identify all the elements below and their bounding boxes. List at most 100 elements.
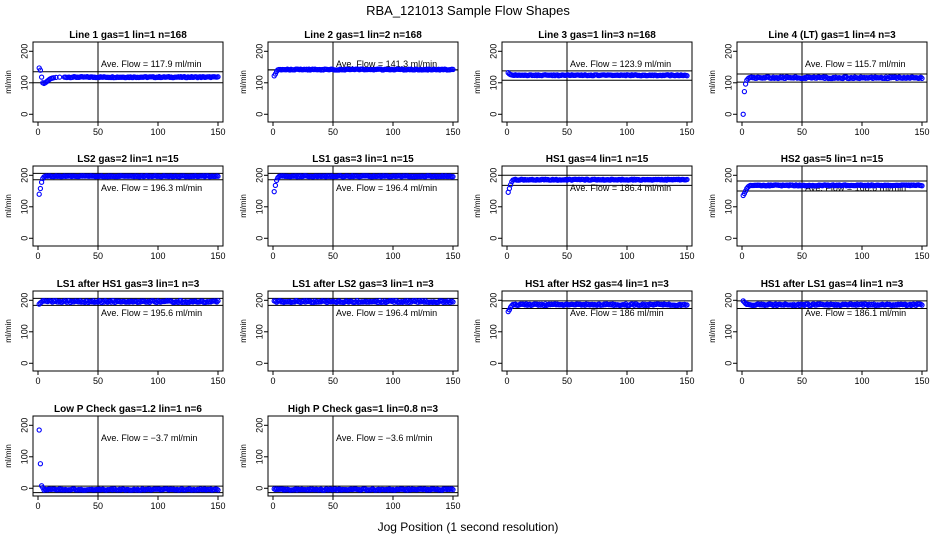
ave-flow-label: Ave. Flow = 123.9 ml/min	[570, 59, 671, 69]
x-tick-label: 100	[854, 376, 869, 386]
panel: HS1 after HS2 gas=4 lin=1 n=3 0 50 100 150 0 1…	[473, 279, 695, 386]
data-point	[214, 299, 220, 305]
data-point	[892, 74, 899, 80]
plot-frame	[32, 290, 224, 372]
data-point	[272, 71, 279, 77]
y-tick-label: 100	[19, 75, 29, 90]
y-axis-label: ml/min	[473, 319, 482, 343]
plot-frame	[267, 41, 459, 123]
x-tick-label: 100	[619, 376, 634, 386]
x-tick-label: 100	[854, 251, 869, 261]
y-tick-label: 0	[19, 112, 29, 117]
x-tick-label: 100	[150, 376, 165, 386]
panel: Low P Check gas=1.2 lin=1 n=6 0 50 100 150 0 1…	[4, 404, 226, 511]
data-point	[507, 182, 514, 188]
ave-flow-label: Ave. Flow = 115.7 ml/min	[805, 59, 905, 69]
x-tick-label: 50	[797, 251, 807, 261]
panel-title: Line 1 gas=1 lin=1 n=168	[69, 30, 187, 41]
x-tick-label: 0	[35, 251, 40, 261]
y-tick-label: 0	[723, 236, 733, 241]
data-point	[380, 299, 387, 305]
panel-title: Line 2 gas=1 lin=2 n=168	[304, 30, 422, 41]
x-tick-label: 150	[445, 127, 460, 137]
y-tick-label: 100	[19, 199, 29, 214]
y-tick-label: 0	[723, 361, 733, 366]
panel: Line 4 (LT) gas=1 lin=4 n=3 0 50 100 150 0 100…	[708, 30, 930, 137]
x-tick-label: 150	[210, 251, 225, 261]
data-point	[450, 66, 456, 73]
panel: HS1 after LS1 gas=4 lin=1 n=3 0 50 100 150 0 1…	[708, 279, 930, 386]
plot-frame	[736, 290, 928, 372]
data-point	[822, 75, 828, 81]
y-tick-label: 200	[488, 293, 498, 308]
x-tick-label: 150	[914, 251, 929, 261]
data-point	[416, 298, 423, 304]
ave-flow-label: Ave. Flow = −3.6 ml/min	[336, 433, 432, 443]
data-point	[790, 301, 797, 308]
data-point	[215, 487, 221, 493]
x-tick-label: 150	[445, 251, 460, 261]
plot-frame	[32, 41, 224, 123]
x-tick-label: 0	[739, 376, 744, 386]
data-point	[882, 75, 888, 82]
panel: Line 3 gas=1 lin=3 n=168 0 50 100 150 0 100 200…	[473, 30, 695, 137]
y-axis-label: ml/min	[4, 194, 13, 218]
data-point	[417, 299, 424, 305]
x-tick-label: 50	[93, 376, 103, 386]
y-tick-label: 200	[488, 44, 498, 59]
y-tick-label: 100	[723, 75, 733, 90]
data-point	[741, 190, 748, 197]
data-point	[684, 73, 690, 79]
data-point	[138, 487, 144, 493]
ave-flow-label: Ave. Flow = 196.4 ml/min	[336, 308, 437, 318]
y-tick-label: 200	[254, 168, 264, 183]
data-point	[684, 302, 690, 308]
data-point	[36, 191, 42, 197]
x-tick-label: 50	[93, 127, 103, 137]
x-tick-label: 150	[914, 376, 929, 386]
ave-flow-label: Ave. Flow = 196.4 ml/min	[336, 183, 437, 193]
y-tick-label: 200	[723, 44, 733, 59]
data-point	[506, 307, 513, 313]
data-point	[450, 173, 456, 180]
data-point	[795, 301, 802, 307]
y-tick-label: 200	[723, 168, 733, 183]
x-tick-label: 0	[35, 376, 40, 386]
ave-flow-label: Ave. Flow = 186.4 ml/min	[570, 183, 671, 193]
x-tick-label: 0	[504, 376, 509, 386]
panel-title: LS1 after HS1 gas=3 lin=1 n=3	[57, 279, 200, 290]
y-axis-label: ml/min	[708, 319, 717, 343]
ave-flow-label: Ave. Flow = 117.9 ml/min	[101, 59, 201, 69]
x-tick-label: 150	[679, 127, 694, 137]
panel-title: HS1 after HS2 gas=4 lin=1 n=3	[525, 279, 669, 290]
data-point	[272, 182, 279, 189]
y-tick-label: 200	[254, 293, 264, 308]
y-axis-label: ml/min	[239, 70, 248, 94]
ave-flow-label: Ave. Flow = 141.3 ml/min	[336, 59, 437, 69]
data-point	[145, 298, 152, 304]
y-tick-label: 100	[488, 324, 498, 339]
y-axis-label: ml/min	[708, 70, 717, 94]
x-tick-label: 50	[562, 127, 572, 137]
x-tick-label: 0	[270, 501, 275, 511]
y-tick-label: 0	[488, 112, 498, 117]
data-point	[919, 183, 925, 189]
y-axis-label: ml/min	[239, 319, 248, 343]
data-point	[527, 301, 533, 307]
panel-title: HS1 after LS1 gas=4 lin=1 n=3	[761, 279, 904, 290]
data-point	[440, 299, 447, 306]
panel: Line 1 gas=1 lin=1 n=168 0 50 100 150 0 100 200…	[4, 30, 226, 137]
data-point	[859, 301, 865, 307]
x-tick-label: 100	[150, 127, 165, 137]
data-point	[53, 74, 59, 81]
x-tick-label: 150	[210, 127, 225, 137]
panel: LS1 after HS1 gas=3 lin=1 n=3 0 50 100 150 0 1…	[4, 279, 226, 386]
plot-frame	[32, 415, 224, 497]
x-tick-label: 100	[385, 501, 400, 511]
x-tick-label: 150	[210, 376, 225, 386]
x-tick-label: 150	[914, 127, 929, 137]
data-point	[742, 188, 749, 194]
data-point	[919, 75, 925, 82]
x-tick-label: 100	[385, 376, 400, 386]
y-tick-label: 0	[254, 236, 264, 241]
